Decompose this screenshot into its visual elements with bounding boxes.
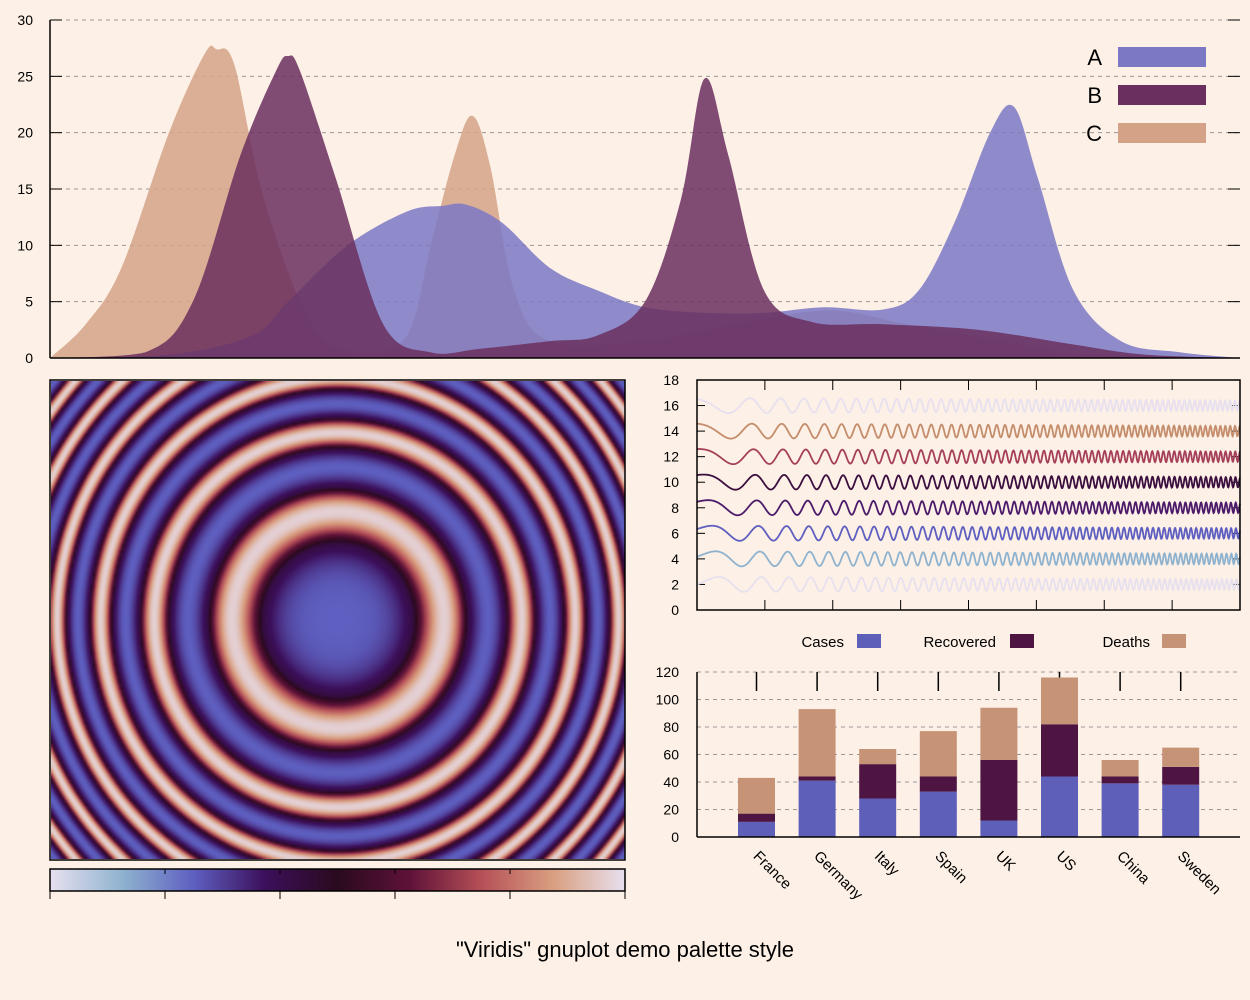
legend-label-deaths: Deaths — [1102, 634, 1150, 651]
bar-recovered — [919, 776, 957, 792]
line-series-6 — [696, 448, 1241, 466]
heatmap-frame — [49, 379, 626, 861]
bar-cases — [859, 798, 897, 837]
bar-deaths — [1101, 760, 1139, 777]
x-tick-label: Sweden — [1174, 848, 1224, 898]
y-tick-label: 10 — [663, 474, 679, 490]
bar-recovered — [859, 764, 897, 799]
bar-recovered — [798, 776, 836, 781]
x-tick-label: China — [1113, 848, 1153, 888]
x-tick-label: France — [750, 848, 795, 893]
bar-deaths — [1041, 677, 1078, 725]
legend-swatch-A — [1118, 47, 1206, 67]
legend-label-B: B — [1087, 83, 1102, 108]
x-tick-label: US — [1053, 848, 1080, 875]
y-tick-label: 15 — [17, 181, 33, 197]
stacked-bar-chart: 0 20 40 60 80 100 120 Cases Recovered Deaths Franc… — [656, 634, 1240, 904]
y-tick-label: 12 — [663, 449, 679, 465]
bar-recovered — [1101, 776, 1139, 784]
bar-cases — [738, 821, 775, 837]
y-tick-label: 10 — [17, 237, 33, 253]
chirp-line-chart: 0 2 4 6 8 10 12 14 16 18 — [663, 372, 1241, 618]
heatmap-image — [51, 381, 625, 859]
x-tick-label: UK — [992, 848, 1019, 875]
bar-cases — [919, 791, 957, 837]
line-series-1 — [696, 575, 1241, 593]
legend-label-C: C — [1086, 121, 1102, 146]
y-tick-label: 100 — [656, 692, 680, 708]
y-tick-label: 8 — [671, 500, 679, 516]
legend-swatch-C — [1118, 123, 1206, 143]
bar-recovered — [1162, 766, 1200, 785]
bar-deaths — [980, 707, 1018, 760]
line-series-5 — [696, 473, 1241, 491]
y-tick-label: 2 — [671, 576, 679, 592]
bar-deaths — [919, 731, 957, 777]
y-tick-label: 0 — [671, 602, 679, 618]
line-series-8 — [696, 397, 1241, 414]
y-tick-label: 6 — [671, 525, 679, 541]
bar-cases — [798, 780, 836, 837]
bar-cases — [1041, 776, 1078, 837]
legend-label-A: A — [1087, 45, 1102, 70]
bar-deaths — [738, 777, 775, 814]
legend-label-recovered: Recovered — [923, 634, 996, 651]
y-tick-label: 5 — [25, 294, 33, 310]
bar-recovered — [980, 760, 1018, 821]
legend-label-cases: Cases — [801, 634, 844, 651]
y-tick-label: 4 — [671, 551, 679, 567]
line-series-4 — [696, 499, 1241, 517]
legend-swatch-recovered — [1010, 634, 1034, 648]
y-tick-label: 20 — [663, 802, 679, 818]
x-tick-label: Italy — [871, 848, 903, 880]
legend-swatch-deaths — [1162, 634, 1186, 648]
y-tick-label: 25 — [17, 68, 33, 84]
y-tick-label: 18 — [663, 372, 679, 388]
x-tick-label: Spain — [931, 848, 970, 887]
bar-deaths — [859, 749, 897, 765]
legend-swatch-cases — [857, 634, 881, 648]
y-tick-label: 0 — [671, 829, 679, 845]
y-tick-label: 40 — [663, 774, 679, 790]
y-tick-label: 80 — [663, 719, 679, 735]
y-tick-label: 20 — [17, 125, 33, 141]
bar-deaths — [1162, 747, 1200, 767]
bar-recovered — [738, 813, 775, 822]
bar-cases — [1101, 783, 1139, 837]
colorbar — [49, 868, 626, 892]
bar-deaths — [798, 709, 836, 777]
bar-cases — [1162, 784, 1200, 837]
figure-title: "Viridis" gnuplot demo palette style — [456, 937, 794, 962]
line-series-3 — [696, 524, 1241, 542]
colorbar-ticks — [49, 869, 626, 899]
legend-swatch-B — [1118, 85, 1206, 105]
y-tick-label: 14 — [663, 423, 679, 439]
line-series-7 — [696, 422, 1241, 440]
line-series-2 — [696, 550, 1241, 568]
y-tick-label: 120 — [656, 664, 680, 680]
y-tick-label: 0 — [25, 350, 33, 366]
y-tick-label: 60 — [663, 747, 679, 763]
interference-heatmap — [49, 379, 626, 899]
y-tick-label: 30 — [17, 12, 33, 28]
bar-recovered — [1041, 724, 1078, 777]
area-series-C — [50, 45, 1240, 358]
x-tick-label: Germany — [810, 848, 866, 904]
bar-cases — [980, 820, 1018, 837]
y-tick-label: 16 — [663, 398, 679, 414]
density-area-chart: 0 5 10 15 20 25 30 ABC — [17, 12, 1240, 366]
lines-frame — [696, 379, 1241, 611]
area-series-B — [50, 55, 1240, 358]
